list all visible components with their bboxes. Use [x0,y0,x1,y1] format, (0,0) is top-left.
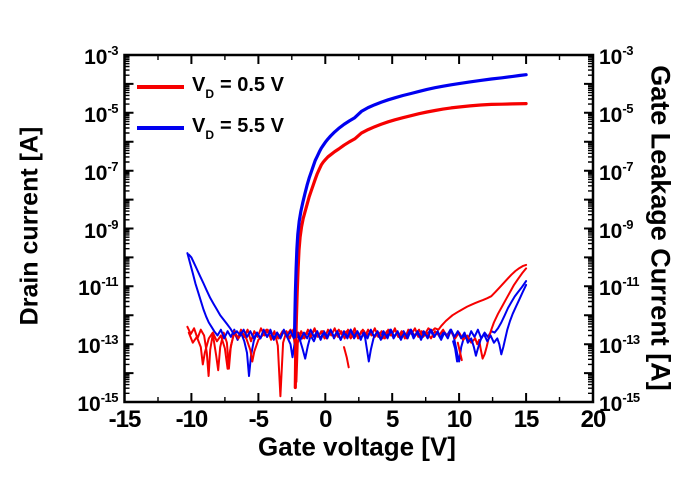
left-y-tick-label-1e-7: 10-7 [84,158,118,185]
legend-entry-0: VD = 0.5 V [137,66,284,107]
series-gate-leakage-vd-0p5-return [187,267,528,370]
series-drain-current-vd-5p5 [292,73,528,339]
left-y-tick-label-1e-9: 10-9 [84,216,118,243]
right-y-tick-label-1e-15: 10-15 [599,390,640,416]
legend-swatch-0 [137,84,184,89]
x-tick-label-10: 10 [446,406,473,433]
left-y-tick-label-1e-11: 10-11 [78,274,118,301]
legend-label-0: VD = 0.5 V [192,74,284,101]
right-y-tick-label-1e-7: 10-7 [599,158,633,185]
right-y-tick-label-1e-9: 10-9 [599,216,633,243]
x-tick-label-15: 15 [513,406,540,433]
left-y-tick-label-1e-15: 10-15 [77,390,118,416]
series-gate-leakage-fragment-red-mid [343,346,350,369]
left-y-tick-label-1e-13: 10-13 [77,332,118,359]
left-y-tick-label-1e-3: 10-3 [84,43,118,69]
right-y-tick-label-1e-13: 10-13 [599,332,640,359]
x-tick-label--15: -15 [108,406,142,433]
left-y-tick-label-1e-5: 10-5 [84,100,118,127]
x-axis-title: Gate voltage [V] [258,431,456,462]
right-y-tick-label-1e-11: 10-11 [599,274,639,301]
minor-ticks [124,55,593,402]
legend-label-1: VD = 5.5 V [192,115,284,142]
legend-swatch-1 [137,125,184,130]
data-series-layer [186,73,528,398]
right-y-tick-label-1e-5: 10-5 [599,100,633,127]
x-tick-label--5: -5 [248,406,269,433]
series-gate-leakage-fragment-blue-right [452,340,459,363]
series-gate-leakage-vd-5p5-return [187,253,528,357]
right-y-tick-label-1e-3: 10-3 [599,43,633,69]
x-tick-label-20: 20 [580,406,607,433]
x-tick-label--10: -10 [175,406,209,433]
left-y-axis-title: Drain current [A] [15,126,44,326]
legend-entry-1: VD = 5.5 V [137,107,284,148]
series-gate-leakage-vd-5p5-forward [186,252,528,377]
legend: VD = 0.5 V VD = 5.5 V [137,66,284,148]
plot-frame [123,53,595,404]
series-gate-leakage-fragment-red-right [456,341,463,362]
right-y-axis-title: Gate Leakage Current [A] [645,65,676,391]
x-tick-label-0: 0 [319,406,332,433]
x-tick-label-5: 5 [386,406,399,433]
series-drain-current-vd-0p5 [293,101,528,390]
